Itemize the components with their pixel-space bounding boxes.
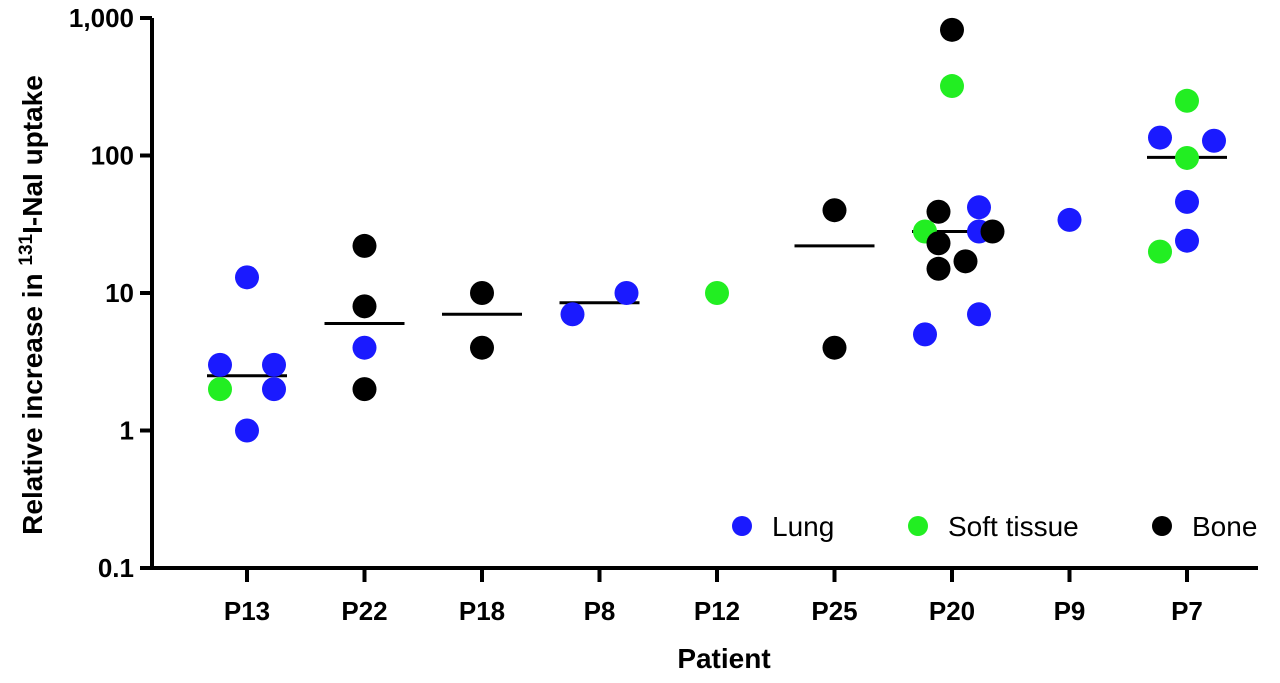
point-lung-p7-16 <box>1175 228 1199 253</box>
point-soft-tissue-p20-2 <box>940 74 964 99</box>
point-bone-p22-1 <box>352 294 377 319</box>
y-tick-label-2: 10 <box>105 278 134 308</box>
point-soft-tissue-p13-0 <box>208 377 232 402</box>
point-bone-p20-11 <box>953 249 978 274</box>
point-lung-p8-6 <box>560 302 585 327</box>
point-soft-tissue-p7-4 <box>1175 88 1199 113</box>
x-tick-label-p13: P13 <box>224 596 270 626</box>
legend-label-soft-tissue: Soft tissue <box>948 511 1079 542</box>
point-lung-p7-15 <box>1175 189 1199 214</box>
point-lung-p13-0 <box>235 265 259 290</box>
point-soft-tissue-p7-5 <box>1175 145 1199 170</box>
x-tick-label-p20: P20 <box>929 596 975 626</box>
x-tick-label-p22: P22 <box>341 596 387 626</box>
x-tick-label-p8: P8 <box>584 596 616 626</box>
point-bone-p18-3 <box>470 281 494 305</box>
point-bone-p22-0 <box>352 233 377 258</box>
x-tick-label-p25: P25 <box>811 596 857 626</box>
point-soft-tissue-p7-6 <box>1148 239 1172 264</box>
point-bone-p25-6 <box>822 335 847 360</box>
y-axis-title-prefix: Relative increase in <box>17 266 48 535</box>
x-axis-title: Patient <box>677 643 770 674</box>
y-axis-title-superscript: 131 <box>16 233 37 265</box>
point-soft-tissue-p12-1 <box>705 281 729 305</box>
legend-marker-bone <box>1152 516 1172 536</box>
point-lung-p20-11 <box>913 322 937 347</box>
point-lung-p22-5 <box>352 335 377 360</box>
x-tick-label-p18: P18 <box>459 596 505 626</box>
point-lung-p13-4 <box>235 418 259 443</box>
point-bone-p20-12 <box>926 256 951 281</box>
y-tick-label-0: 0.1 <box>98 553 134 583</box>
y-axis-title: Relative increase in 131I-NaI uptake <box>16 75 48 535</box>
point-lung-p20-10 <box>967 302 991 327</box>
point-bone-p18-4 <box>470 335 494 360</box>
point-lung-p9-12 <box>1057 207 1082 232</box>
point-lung-p13-3 <box>262 377 286 402</box>
legend-label-lung: Lung <box>772 511 834 542</box>
legend-marker-soft-tissue <box>908 516 928 536</box>
point-bone-p20-10 <box>980 219 1005 244</box>
point-lung-p13-1 <box>208 352 232 377</box>
point-lung-p7-13 <box>1148 125 1172 150</box>
point-bone-p25-5 <box>822 198 847 223</box>
legend-label-bone: Bone <box>1192 511 1257 542</box>
x-tick-label-p9: P9 <box>1054 596 1086 626</box>
point-lung-p20-8 <box>967 195 991 220</box>
legend-marker-lung <box>732 516 752 536</box>
point-bone-p22-2 <box>352 377 377 402</box>
x-tick-label-p12: P12 <box>694 596 740 626</box>
y-tick-label-4: 1,000 <box>69 3 134 33</box>
y-tick-label-1: 1 <box>120 416 134 446</box>
point-lung-p13-2 <box>262 352 286 377</box>
x-ticks: P13 P22 P18 P8 P12 P25 P20 P9 P7 <box>224 568 1203 626</box>
y-axis-title-suffix: I-NaI uptake <box>17 75 48 234</box>
legend: Lung Soft tissue Bone <box>732 511 1257 542</box>
data-points <box>208 17 1226 443</box>
point-lung-p8-7 <box>614 281 639 305</box>
y-tick-label-3: 100 <box>91 141 134 171</box>
point-bone-p20-8 <box>926 199 951 224</box>
point-lung-p7-14 <box>1202 128 1226 153</box>
point-bone-p20-7 <box>940 17 964 42</box>
y-ticks: 0.1 1 10 100 1,000 <box>69 3 152 583</box>
point-bone-p20-9 <box>926 231 951 256</box>
axes <box>150 18 1258 570</box>
x-tick-label-p7: P7 <box>1171 596 1203 626</box>
